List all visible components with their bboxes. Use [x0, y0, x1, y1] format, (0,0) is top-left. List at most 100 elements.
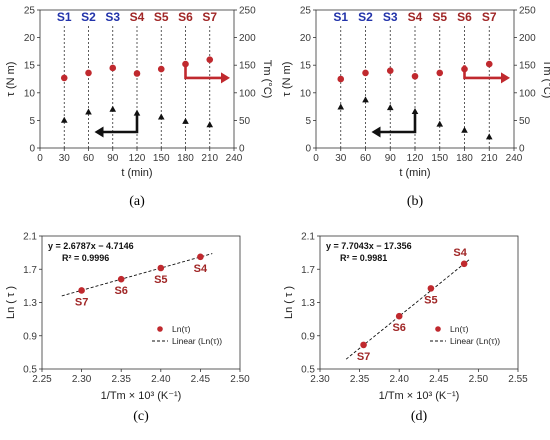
- point-label: S4: [194, 263, 208, 275]
- left-axis-arrowhead: [94, 126, 104, 138]
- panel-label: (c): [133, 409, 149, 424]
- y-tick-label: 2.1: [301, 232, 315, 243]
- fit-equation: y = 7.7043x − 17.356: [326, 241, 412, 251]
- torque-point: [60, 116, 68, 123]
- left-axis-arrow: [102, 112, 139, 134]
- y-tick-label: 0.9: [301, 331, 315, 342]
- torque-point: [386, 104, 394, 111]
- right-axis-arrowhead: [221, 72, 230, 84]
- y-tick-label: 1.7: [301, 265, 315, 276]
- temperature-point: [411, 72, 419, 80]
- y-tick-label: 0: [29, 144, 35, 155]
- torque-point: [362, 96, 369, 103]
- y2-tick-label: 50: [239, 116, 251, 127]
- ln-tau-point: [197, 253, 204, 261]
- torque-point: [461, 126, 468, 133]
- y-tick-label: 10: [300, 88, 312, 99]
- right-axis-arrowhead: [501, 72, 510, 84]
- temperature-point: [60, 74, 68, 82]
- point-label: S5: [154, 274, 167, 286]
- x-tick-label: 90: [107, 153, 119, 164]
- torque-point: [85, 108, 92, 115]
- torque-point: [411, 107, 419, 114]
- x-tick-label: 60: [83, 153, 95, 164]
- x-tick-label: 90: [385, 153, 397, 164]
- y2-tick-label: 150: [519, 61, 536, 72]
- linear-fit-line: [345, 258, 471, 360]
- x-tick-label: 2.25: [32, 374, 52, 385]
- y2-tick-label: 250: [239, 6, 256, 17]
- panel-label: (a): [129, 194, 145, 209]
- point-label: S7: [357, 351, 370, 363]
- torque-point: [206, 121, 214, 128]
- x-tick-label: 210: [481, 153, 498, 164]
- stage-label: S4: [408, 10, 423, 24]
- torque-point: [109, 105, 117, 112]
- torque-point: [182, 117, 189, 124]
- x-tick-label: 2.35: [350, 374, 370, 385]
- stage-label: S5: [432, 10, 447, 24]
- y-axis-label: τ (N m): [5, 62, 17, 97]
- stage-label: S1: [57, 10, 72, 24]
- y-tick-label: 0.5: [23, 365, 37, 376]
- temperature-point: [85, 69, 92, 77]
- x-tick-label: 2.40: [389, 374, 409, 385]
- fit-equation: y = 2.6787x − 4.7146: [48, 241, 134, 251]
- temperature-point: [109, 64, 117, 72]
- y2-tick-label: 100: [519, 88, 536, 99]
- y-tick-label: 20: [300, 33, 312, 44]
- left-axis-arrowhead: [371, 126, 381, 138]
- legend-marker-points: [435, 326, 441, 332]
- y-axis-label: Ln ( τ ): [283, 286, 295, 319]
- x-axis-label: 1/Tm × 10³ (K⁻¹): [379, 390, 460, 402]
- x-tick-label: 2.40: [151, 374, 171, 385]
- stage-label: S1: [333, 10, 348, 24]
- fit-r-squared: R² = 0.9981: [340, 253, 387, 263]
- point-label: S7: [75, 296, 88, 308]
- temperature-point: [362, 69, 369, 77]
- panel-c: 2.25 2.30 2.35 2.40 2.45 2.50 0.5 0.9 1.3 1.7 2.1 1…: [5, 232, 250, 425]
- linear-fit-line: [61, 253, 213, 297]
- temperature-point: [337, 75, 345, 83]
- y-tick-label: 10: [24, 88, 36, 99]
- stage-label: S6: [178, 10, 193, 24]
- stage-label: S6: [457, 10, 472, 24]
- stage-label: S3: [383, 10, 398, 24]
- x-tick-label: 240: [226, 153, 243, 164]
- y2-axis-label: Tm (°C): [541, 60, 550, 99]
- x-axis-label: 1/Tm × 10³ (K⁻¹): [101, 390, 182, 402]
- y2-tick-label: 200: [239, 33, 256, 44]
- left-axis-arrow: [379, 112, 417, 134]
- y-tick-label: 1.3: [301, 298, 315, 309]
- ln-tau-point: [395, 312, 403, 320]
- point-label: S6: [392, 322, 405, 334]
- x-tick-label: 2.30: [72, 374, 92, 385]
- x-tick-label: 2.50: [230, 374, 250, 385]
- x-tick-label: 120: [129, 153, 146, 164]
- x-tick-label: 0: [37, 153, 43, 164]
- temperature-point: [206, 56, 214, 63]
- panel-a: S1 S2 S3 S4 S5 S6 S70 30 60 90 120 150 180 210 2400510…: [5, 6, 273, 210]
- y-tick-label: 25: [300, 6, 312, 17]
- y-axis-label: Ln ( τ ): [5, 286, 17, 319]
- x-tick-label: 180: [456, 153, 473, 164]
- x-tick-label: 30: [59, 153, 71, 164]
- x-tick-label: 2.30: [310, 374, 330, 385]
- temperature-point: [157, 65, 165, 73]
- ln-tau-point: [157, 264, 165, 272]
- x-tick-label: 210: [201, 153, 218, 164]
- legend-entry: Linear (Ln(τ)): [450, 336, 500, 346]
- stage-label: S2: [358, 10, 373, 24]
- y-tick-label: 15: [24, 61, 36, 72]
- y-axis-label: τ (N m): [281, 62, 293, 97]
- temperature-point: [485, 60, 493, 68]
- legend-entry: Linear (Ln(τ)): [172, 336, 222, 346]
- torque-point: [485, 133, 493, 140]
- y-tick-label: 20: [24, 33, 36, 44]
- stage-label: S2: [81, 10, 96, 24]
- y-tick-label: 1.7: [23, 265, 37, 276]
- panel-d: 2.30 2.35 2.40 2.45 2.50 2.55 0.5 0.9 1.3 1.7 2.1 1…: [283, 232, 528, 425]
- panel-b: S1 S2 S3 S4 S5 S6 S70 30 60 90 120 150 180 210 2400510…: [281, 6, 550, 210]
